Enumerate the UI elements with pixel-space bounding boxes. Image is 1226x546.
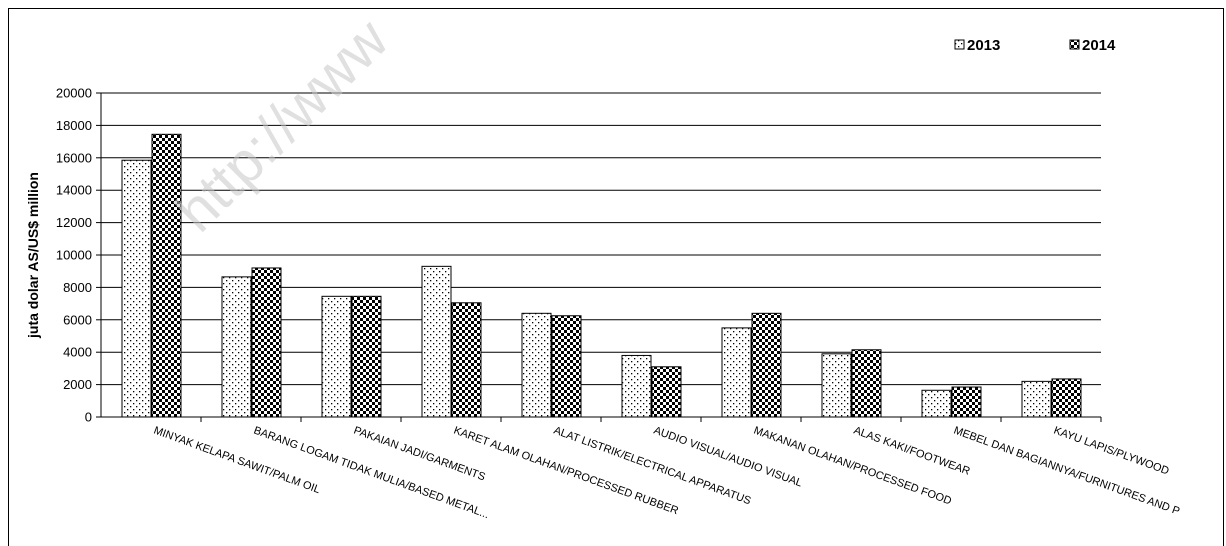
y-tick-label: 14000 bbox=[56, 183, 92, 198]
y-tick-label: 0 bbox=[85, 410, 92, 425]
bar-2013 bbox=[221, 276, 252, 418]
bar-2014 bbox=[1051, 378, 1082, 418]
legend-label: 2013 bbox=[967, 37, 1000, 54]
bar-2014 bbox=[851, 349, 882, 418]
bar-2013 bbox=[921, 389, 952, 418]
bar-2013 bbox=[1021, 380, 1052, 418]
bar-2014 bbox=[651, 366, 682, 418]
y-tick-label: 6000 bbox=[63, 312, 92, 327]
bar-2014 bbox=[551, 315, 582, 418]
y-tick-label: 20000 bbox=[56, 86, 92, 101]
y-tick-label: 8000 bbox=[63, 280, 92, 295]
legend-label: 2014 bbox=[1082, 37, 1116, 54]
y-axis-title: juta dolar AS/US$ million bbox=[25, 172, 41, 339]
chart-frame bbox=[8, 8, 1224, 546]
y-tick-label: 2000 bbox=[63, 377, 92, 392]
bar-2014 bbox=[251, 267, 282, 418]
y-tick-label: 12000 bbox=[56, 215, 92, 230]
bar-2014 bbox=[951, 386, 982, 418]
y-tick-label: 10000 bbox=[56, 248, 92, 263]
bar-2013 bbox=[521, 312, 552, 418]
y-tick-label: 18000 bbox=[56, 118, 92, 133]
legend-swatch bbox=[954, 39, 965, 50]
legend: 2013 2014 bbox=[954, 37, 1116, 54]
x-category-label: MAKANAN OLAHAN/PROCESSED FOOD bbox=[752, 425, 953, 508]
y-tick-label: 4000 bbox=[63, 345, 92, 360]
bar-2013 bbox=[321, 295, 352, 418]
axes bbox=[96, 92, 1102, 422]
y-tick-label: 16000 bbox=[56, 150, 92, 165]
bar-2013 bbox=[721, 327, 752, 418]
bar-2013 bbox=[121, 159, 152, 418]
bar-2013 bbox=[621, 354, 652, 418]
bar-2014 bbox=[451, 302, 482, 418]
bar-2014 bbox=[351, 295, 382, 418]
bars bbox=[121, 133, 1082, 418]
bar-2013 bbox=[421, 265, 452, 418]
x-category-label: MINYAK KELAPA SAWIT/PALM OIL bbox=[152, 425, 322, 497]
bar-2013 bbox=[821, 353, 852, 418]
bar-2014 bbox=[751, 312, 782, 418]
legend-swatch bbox=[1069, 39, 1080, 50]
bar-2014 bbox=[151, 133, 182, 418]
